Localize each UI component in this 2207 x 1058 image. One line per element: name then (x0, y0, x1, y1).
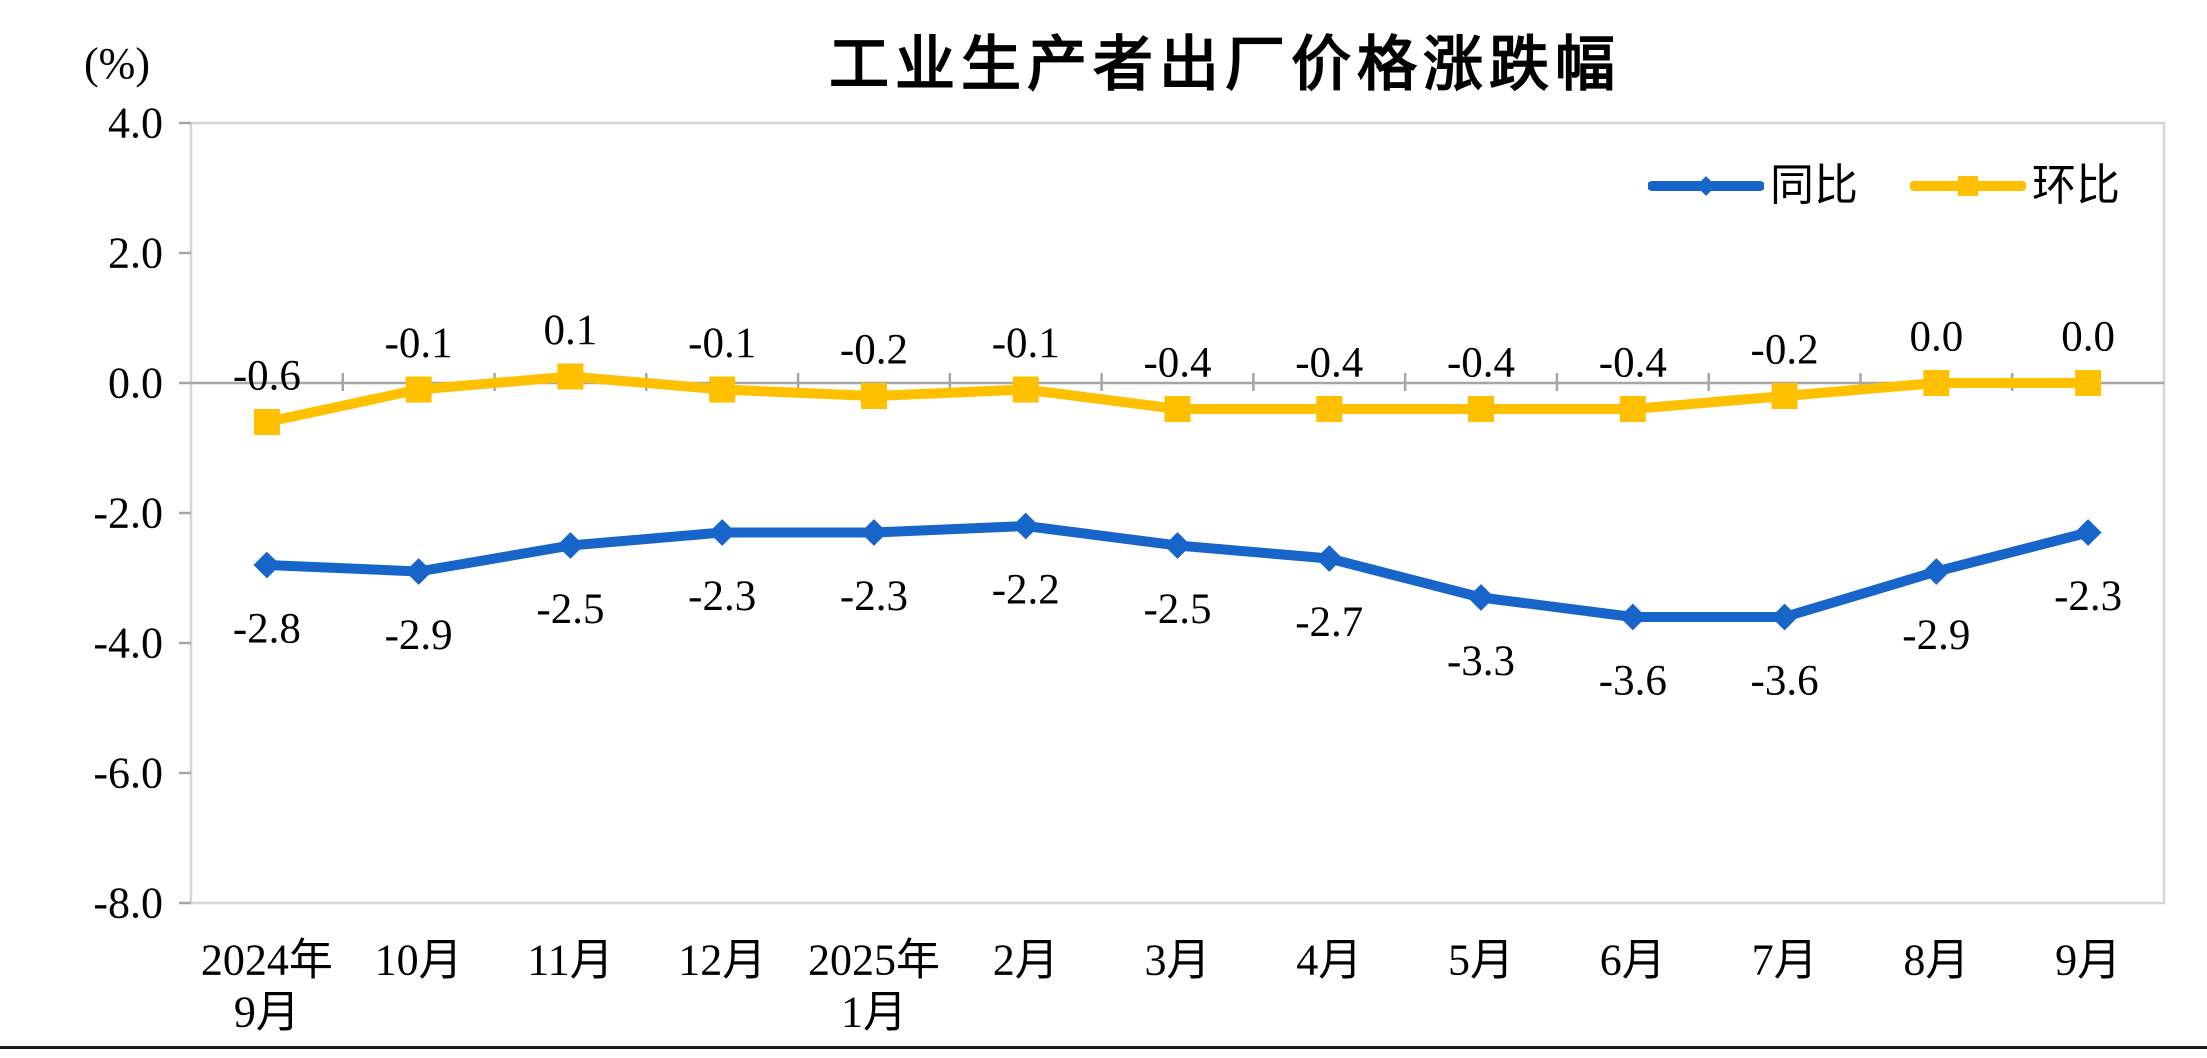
data-marker-square (405, 376, 432, 403)
x-category-label: 1月 (841, 988, 907, 1037)
data-marker-square (1012, 376, 1039, 403)
data-label: -2.5 (1143, 586, 1211, 633)
y-tick-label: -4.0 (93, 619, 163, 668)
x-category-label: 12月 (678, 936, 766, 985)
data-label: -0.1 (688, 320, 756, 367)
y-tick-label: 2.0 (108, 229, 163, 278)
chart-title: 工业生产者出厂价格涨跌幅 (829, 31, 1621, 98)
x-category-label: 2024年 (201, 936, 333, 985)
y-axis-unit-label: (%) (84, 39, 150, 88)
mom-line-square-icon (1910, 176, 2026, 196)
data-marker-diamond (1771, 603, 1799, 631)
legend-label-mom: 环比 (2032, 161, 2120, 210)
x-category-label: 9月 (2055, 936, 2121, 985)
data-marker-square (1923, 370, 1950, 396)
y-tick-label: 4.0 (108, 99, 163, 148)
data-label: -2.3 (688, 573, 756, 620)
y-tick-label: -2.0 (93, 489, 163, 538)
data-label: -3.6 (1599, 658, 1667, 705)
legend-label-yoy: 同比 (1770, 161, 1858, 210)
data-label: -2.8 (233, 606, 301, 653)
data-marker-square (1619, 396, 1646, 422)
data-label: -2.7 (1295, 599, 1363, 646)
y-tick-label: 0.0 (108, 359, 163, 408)
plot-border (189, 121, 2166, 905)
data-marker-diamond (253, 551, 281, 579)
x-category-label: 7月 (1752, 936, 1818, 985)
bottom-divider-rule (0, 1046, 2207, 1049)
y-tick-label: -6.0 (93, 749, 163, 798)
x-category-label: 2月 (993, 936, 1059, 985)
data-marker-diamond (708, 519, 736, 546)
data-marker-square (1771, 383, 1798, 409)
x-category-label: 11月 (527, 936, 613, 985)
data-label: -3.6 (1751, 658, 1819, 705)
data-label: -0.1 (992, 320, 1060, 367)
x-category-label: 6月 (1600, 936, 1666, 985)
x-category-label: 9月 (234, 988, 300, 1037)
data-marker-diamond (860, 519, 888, 546)
data-marker-square (709, 376, 736, 403)
data-marker-square (2075, 370, 2102, 396)
data-marker-diamond (1619, 603, 1647, 631)
y-tick-label: -8.0 (93, 879, 163, 928)
data-marker-diamond (1922, 558, 1950, 585)
legend-item-mom: 环比 (1910, 164, 2120, 208)
data-label: -2.5 (536, 586, 604, 633)
legend: 同比 环比 (1648, 164, 2120, 208)
data-label: -0.2 (840, 327, 908, 374)
data-label: 0.0 (2061, 314, 2115, 361)
data-marker-diamond (1467, 584, 1495, 611)
data-marker-diamond (556, 532, 584, 559)
data-marker-square (860, 383, 887, 409)
data-marker-diamond (1164, 532, 1191, 559)
data-marker-diamond (405, 558, 433, 585)
data-label: -2.9 (1902, 612, 1970, 659)
x-category-label: 10月 (375, 936, 463, 985)
x-category-label: 4月 (1296, 936, 1362, 985)
x-category-label: 5月 (1448, 936, 1514, 985)
data-label: 0.1 (544, 307, 598, 354)
data-label: -2.9 (385, 612, 453, 659)
data-marker-square (1164, 396, 1191, 422)
data-label: 0.0 (1909, 314, 1963, 361)
legend-item-yoy: 同比 (1648, 164, 1858, 208)
data-marker-diamond (2074, 519, 2102, 546)
data-marker-square (1468, 396, 1495, 422)
yoy-line-diamond-icon (1648, 176, 1764, 196)
data-label: -0.6 (233, 353, 301, 400)
data-marker-square (1316, 396, 1343, 422)
data-marker-diamond (1012, 512, 1040, 540)
data-label: -0.2 (1751, 327, 1819, 374)
data-label: -2.3 (2054, 573, 2122, 620)
data-label: -3.3 (1447, 638, 1515, 685)
x-category-label: 3月 (1145, 936, 1211, 985)
x-category-label: 8月 (1903, 936, 1969, 985)
data-label: -0.4 (1599, 340, 1667, 387)
data-label: -2.2 (992, 567, 1060, 614)
x-category-label: 2025年 (808, 936, 940, 985)
data-marker-square (253, 409, 280, 435)
data-marker-diamond (1315, 545, 1343, 572)
data-label: -0.4 (1447, 340, 1515, 387)
data-label: -0.4 (1143, 340, 1211, 387)
data-label: -0.4 (1295, 340, 1363, 387)
data-marker-square (557, 363, 584, 390)
data-label: -0.1 (385, 320, 453, 367)
data-label: -2.3 (840, 573, 908, 620)
